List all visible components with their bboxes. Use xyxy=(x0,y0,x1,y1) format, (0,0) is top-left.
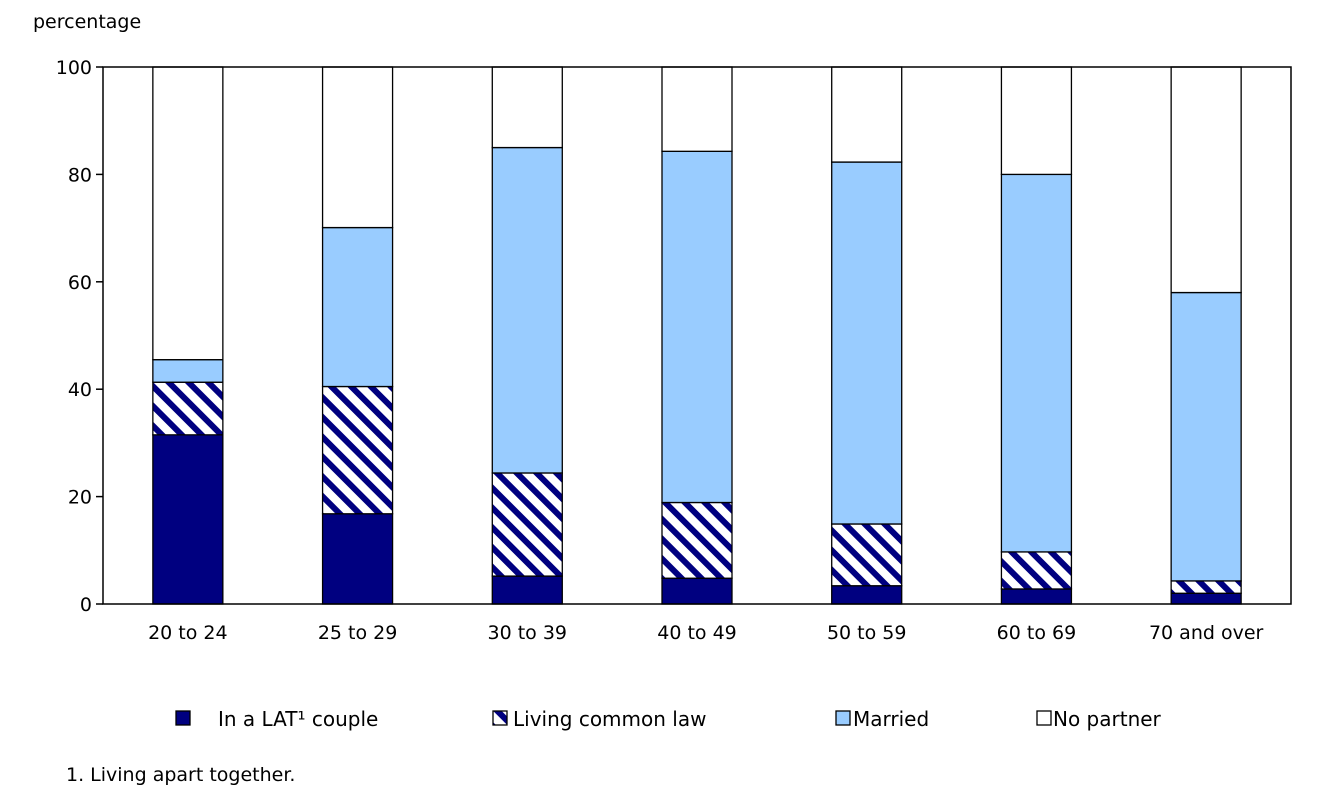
bar-common_law-3 xyxy=(661,501,733,579)
y-tick-label-2: 40 xyxy=(68,379,92,401)
footnote: 1. Living apart together. xyxy=(66,764,295,786)
x-tick-label-5: 60 to 69 xyxy=(997,622,1077,644)
legend: In a LAT¹ couple Living common law Married… xyxy=(175,707,1162,731)
bar-no_partner-3 xyxy=(661,66,733,152)
y-tick-label-0: 0 xyxy=(80,594,92,616)
bar-no_partner-6 xyxy=(1170,66,1242,294)
bar-common_law-5 xyxy=(1000,551,1073,590)
bar-lat-0 xyxy=(152,434,224,605)
bar-married-3 xyxy=(661,150,733,504)
y-axis-title: percentage xyxy=(33,11,141,33)
y-tick-label-1: 20 xyxy=(68,487,92,509)
plot-bars xyxy=(152,66,1242,605)
bar-no_partner-5 xyxy=(1000,66,1073,176)
x-tick-label-4: 50 to 59 xyxy=(827,622,907,644)
bar-lat-1 xyxy=(321,513,394,605)
bar-no_partner-4 xyxy=(831,66,903,163)
legend-label-married: Married xyxy=(853,707,929,731)
legend-swatch-common_law xyxy=(492,710,508,726)
y-tick-label-5: 100 xyxy=(56,57,92,79)
legend-swatch-lat xyxy=(175,710,191,726)
x-tick-label-6: 70 and over xyxy=(1149,622,1264,644)
bar-common_law-1 xyxy=(321,385,394,515)
x-tick-label-1: 25 to 29 xyxy=(318,622,398,644)
plot-frame xyxy=(102,66,1292,605)
bar-married-0 xyxy=(152,359,224,383)
x-tick-label-3: 40 to 49 xyxy=(657,622,737,644)
x-tick-label-0: 20 to 24 xyxy=(148,622,228,644)
bar-no_partner-2 xyxy=(491,66,563,149)
legend-swatch-married xyxy=(835,710,851,726)
bar-no_partner-0 xyxy=(152,66,224,361)
bar-lat-3 xyxy=(661,577,733,605)
y-axis: 0 20 40 60 80 100 xyxy=(56,57,103,616)
bar-married-1 xyxy=(321,226,394,388)
y-tick-label-3: 60 xyxy=(68,272,92,294)
bar-married-2 xyxy=(491,146,563,474)
bar-married-4 xyxy=(831,161,903,525)
x-axis: 20 to 24 25 to 29 30 to 39 40 to 49 50 to 59… xyxy=(148,622,1263,644)
legend-swatch-no_partner xyxy=(1036,710,1052,726)
bar-common_law-4 xyxy=(831,523,903,587)
bar-common_law-6 xyxy=(1170,580,1242,594)
legend-label-lat: In a LAT¹ couple xyxy=(218,707,378,731)
bar-married-5 xyxy=(1000,173,1073,553)
y-tick-label-4: 80 xyxy=(68,164,92,186)
bar-common_law-0 xyxy=(152,381,224,436)
bar-lat-2 xyxy=(491,575,563,605)
bar-lat-5 xyxy=(1000,588,1073,605)
x-tick-label-2: 30 to 39 xyxy=(488,622,568,644)
bar-common_law-2 xyxy=(491,472,563,577)
bar-no_partner-1 xyxy=(321,66,394,229)
bar-lat-4 xyxy=(831,585,903,605)
bar-lat-6 xyxy=(1170,592,1242,605)
bar-married-6 xyxy=(1170,291,1242,582)
legend-label-common_law: Living common law xyxy=(513,707,706,731)
legend-label-no_partner: No partner xyxy=(1053,707,1162,731)
